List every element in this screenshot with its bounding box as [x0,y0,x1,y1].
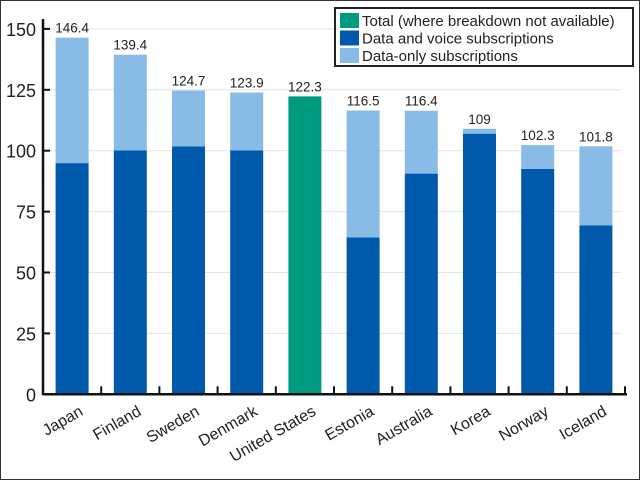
y-tick-label: 100 [6,142,36,162]
bar-korea-series-2 [463,128,496,134]
x-tick-label: Norway [496,403,551,445]
bar-sweden-series-1 [172,146,205,395]
bar-total-label: 102.3 [521,128,555,143]
bar-japan-series-2 [55,37,89,164]
x-tick-label: Iceland [557,403,610,444]
bar-korea-series-1 [463,133,496,395]
y-tick-label: 50 [16,264,36,284]
legend-swatch-0 [340,13,359,28]
x-tick-label: Australia [373,403,435,449]
y-tick-label: 125 [6,81,36,101]
bar-total-label: 124.7 [172,74,206,89]
bar-australia-series-1 [404,173,438,395]
bar-australia-series-2 [404,110,438,174]
y-tick-label: 150 [6,20,36,40]
legend-label-2: Data-only subscriptions [362,48,518,65]
legend-label-1: Data and voice subscriptions [362,31,554,48]
bar-denmark-series-1 [230,150,264,395]
bar-finland-series-1 [113,150,147,395]
bar-total-label: 123.9 [230,75,264,90]
bar-total-label: 139.4 [113,38,147,53]
bar-total-label: 146.4 [55,21,89,36]
legend-label-0: Total (where breakdown not available) [362,13,615,30]
bar-norway-series-2 [521,145,555,169]
bar-united-states-series-0 [288,96,322,395]
bar-iceland-series-1 [579,225,613,395]
bar-estonia-series-1 [346,237,380,395]
bar-total-label: 116.4 [405,94,438,109]
bar-denmark-series-2 [230,92,264,151]
x-tick-label: Estonia [322,403,377,444]
y-tick-label: 75 [16,203,36,223]
bar-total-label: 122.3 [288,79,322,94]
bar-finland-series-2 [113,54,147,151]
legend-swatch-2 [340,48,359,63]
x-tick-label: Sweden [144,403,203,447]
bar-estonia-series-2 [346,110,380,238]
bar-total-label: 109 [468,112,491,127]
bar-norway-series-1 [521,168,555,395]
bar-iceland-series-2 [579,146,613,226]
x-tick-label: Finland [90,403,144,444]
y-tick-label: 0 [26,385,36,405]
bar-total-label: 116.5 [347,94,380,109]
bar-sweden-series-2 [172,90,205,147]
y-tick-label: 25 [16,324,36,344]
x-tick-label: Japan [40,403,86,440]
x-tick-label: Korea [448,403,494,439]
bar-total-label: 101.8 [579,129,613,144]
legend-swatch-1 [340,30,359,46]
legend: Total (where breakdown not available)Dat… [334,7,634,67]
bar-japan-series-1 [55,163,89,395]
